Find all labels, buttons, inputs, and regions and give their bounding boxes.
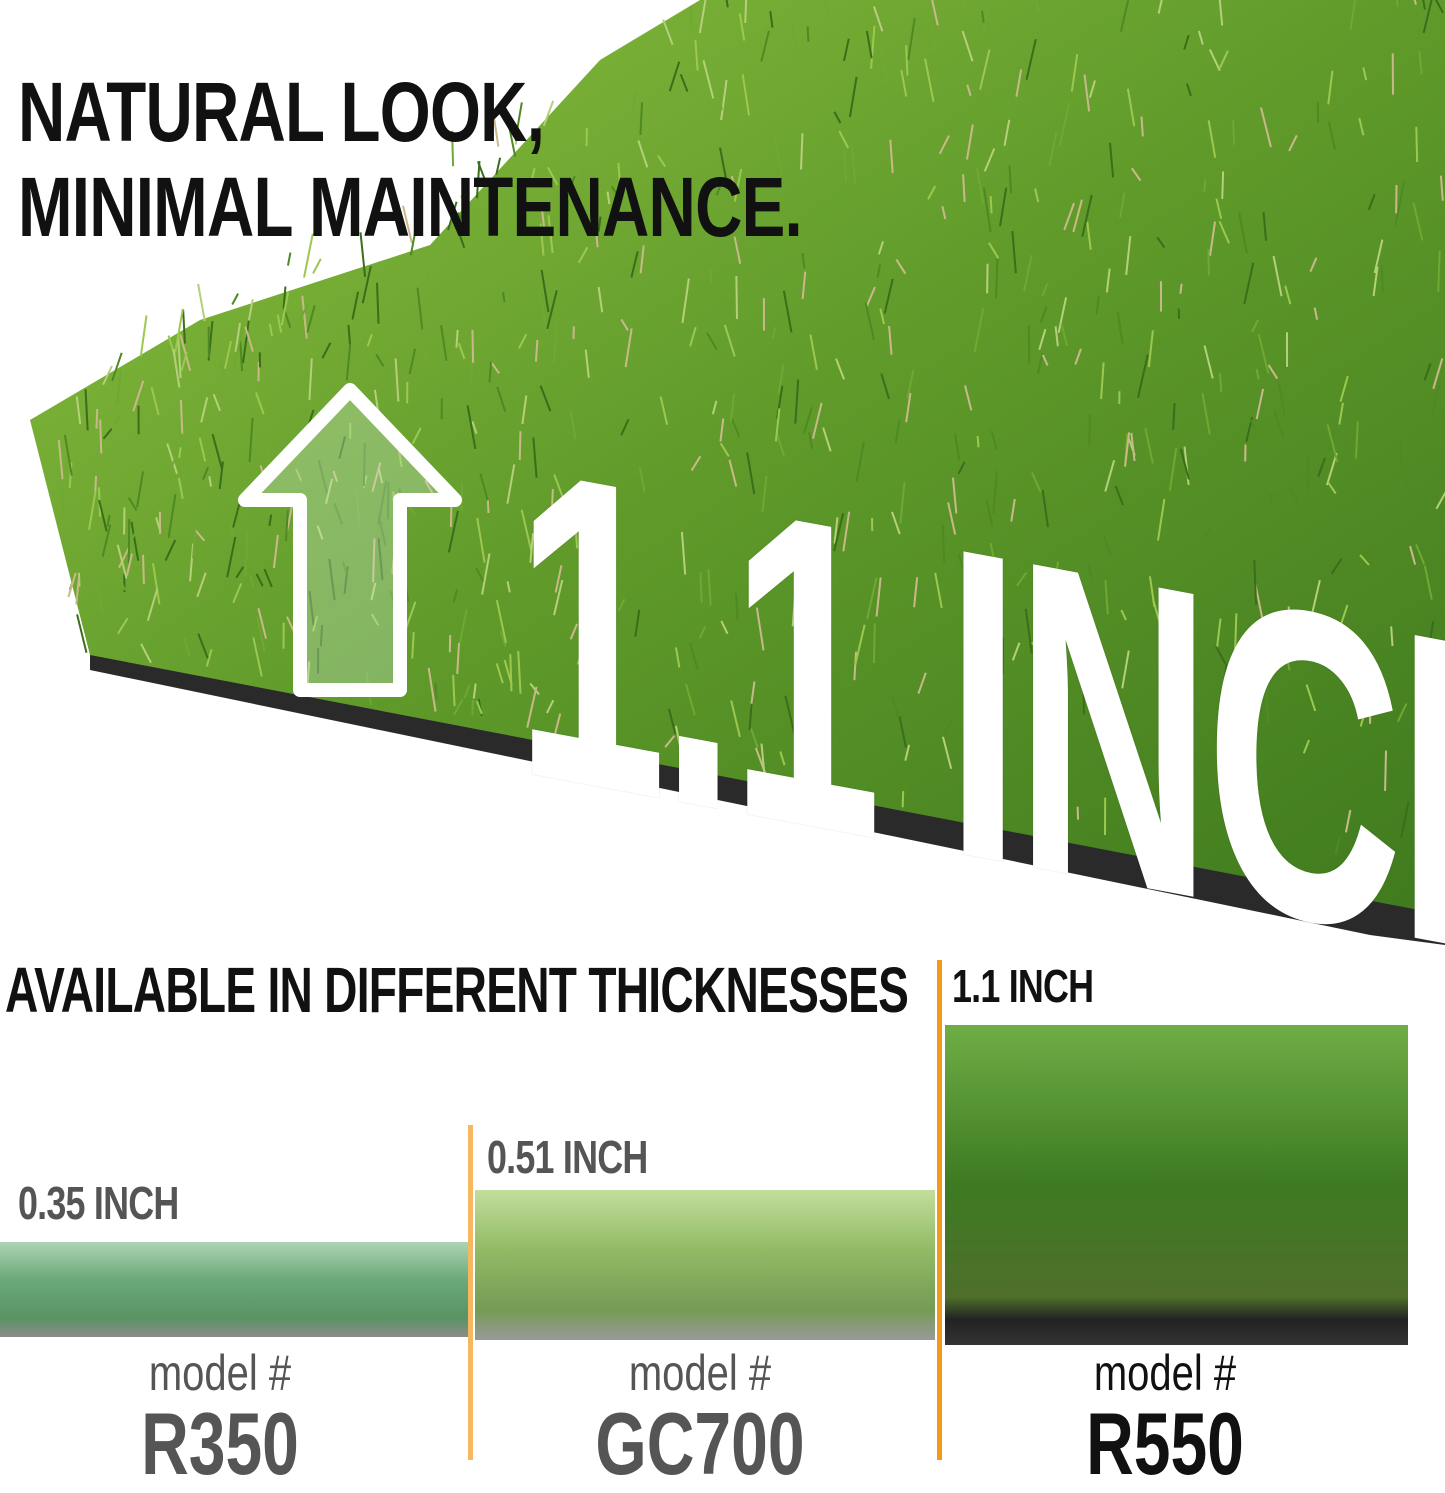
model-code: GC700 [565, 1400, 835, 1488]
grass-blade [991, 196, 992, 213]
grass-blade [1416, 127, 1417, 162]
grass-blade [996, 259, 997, 298]
grass-blade [143, 555, 144, 584]
model-gc700: model # GC700 [520, 1348, 880, 1488]
grass-blade [95, 476, 96, 491]
grass-blade [198, 284, 205, 321]
thickness-label-r350: 0.35 INCH [18, 1180, 178, 1226]
grass-blade [1141, 117, 1142, 137]
grass-blade [288, 253, 290, 266]
grass-blade [1271, 493, 1272, 504]
grass-blade [461, 484, 462, 511]
comparison-title: AVAILABLE IN DIFFERENT THICKNESSES [5, 958, 908, 1022]
grass-blade [1233, 120, 1234, 145]
grass-blade [1180, 284, 1181, 294]
model-r550: model # R550 [985, 1348, 1345, 1488]
grass-blade [745, 0, 746, 23]
grass-blade [978, 436, 979, 447]
grass-blade [488, 500, 489, 513]
model-label: model # [76, 1348, 364, 1398]
headline-line-2: MINIMAL MAINTENANCE. [18, 165, 802, 249]
grass-blade [313, 259, 321, 274]
grass-blade [503, 292, 504, 302]
grass-blade [472, 330, 473, 363]
divider-1 [468, 1125, 473, 1460]
divider-2 [937, 960, 942, 1460]
grass-blade [232, 294, 238, 305]
model-code: R350 [85, 1400, 355, 1488]
grass-blade [181, 400, 182, 433]
grass-blade [435, 683, 436, 699]
grass-blade [1222, 171, 1223, 199]
grass-blade [808, 26, 809, 41]
grass-blade [141, 316, 147, 357]
grass-blade [536, 340, 537, 362]
model-r350: model # R350 [40, 1348, 400, 1488]
thickness-label-gc700: 0.51 INCH [487, 1134, 647, 1180]
grass-blade [129, 519, 130, 564]
grass-blade [1089, 414, 1090, 445]
grass-blade [100, 420, 101, 454]
model-label: model # [556, 1348, 844, 1398]
thickness-label-r550: 1.1 INCH [952, 963, 1093, 1009]
grass-blade [906, 45, 907, 75]
model-label: model # [1021, 1348, 1309, 1398]
model-code: R550 [1030, 1400, 1300, 1488]
grass-blade [1382, 265, 1383, 292]
grass-blade [736, 276, 737, 319]
product-image-r350 [0, 1242, 468, 1337]
headline-line-1: NATURAL LOOK, [18, 70, 544, 154]
grass-blade [510, 654, 511, 691]
grass-blade [231, 523, 232, 535]
product-image-gc700 [475, 1190, 935, 1340]
grass-blade [456, 330, 457, 348]
grass-blade [96, 409, 97, 429]
grass-blade [1204, 180, 1205, 193]
grass-blade [1208, 249, 1209, 276]
product-image-r550 [945, 1025, 1408, 1345]
grass-blade [1220, 373, 1221, 392]
grass-blade [1173, 403, 1174, 430]
